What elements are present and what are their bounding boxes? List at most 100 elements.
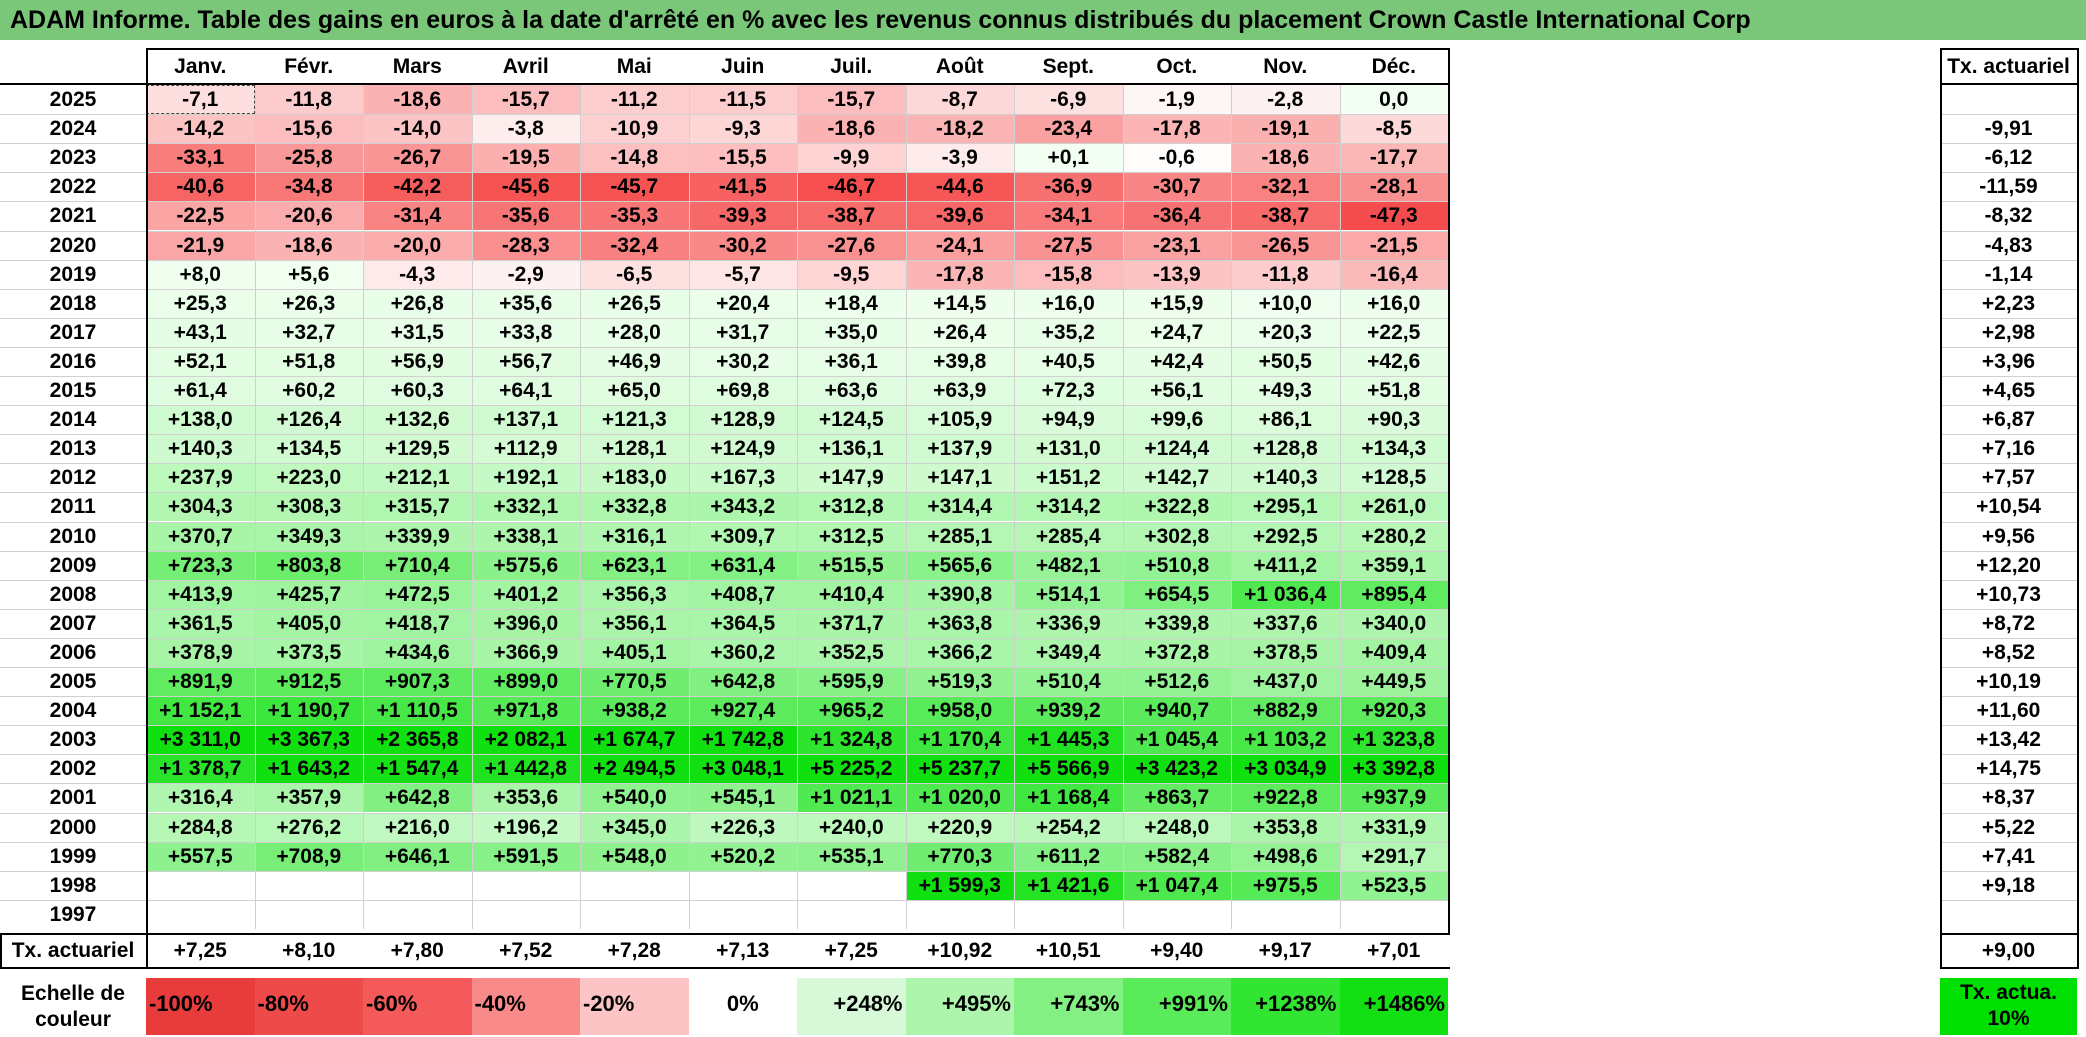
color-scale-swatch: +1486% [1339,978,1448,1035]
border-line [0,83,1448,85]
gain-cell: +94,9 [1014,405,1123,435]
gridline [1014,85,1015,929]
gridline [254,85,256,929]
gain-cell: +405,0 [254,608,363,638]
gridline [1940,696,2077,698]
gain-cell: +408,7 [688,579,797,609]
gain-cell: -11,8 [1231,259,1340,289]
gain-cell: -8,5 [1339,114,1448,144]
gridline [363,85,364,929]
annual-rate-cell: +8,72 [1981,611,2036,635]
gain-cell: +895,4 [1339,579,1448,609]
gain-cell: +975,5 [1231,870,1340,900]
gridline [0,841,1448,843]
gain-cell: -38,7 [1231,201,1340,231]
gain-cell: -34,8 [254,172,363,202]
gain-cell [580,870,689,900]
gain-cell: +2 082,1 [471,725,580,755]
border-line [1940,83,2077,85]
gain-cell: +220,9 [905,812,1014,842]
gain-cell: +63,6 [797,376,906,406]
gain-cell: +39,8 [905,346,1014,376]
gridline [0,405,1448,407]
gridline [905,85,907,929]
gain-cell [363,899,472,929]
gridline [1339,85,1341,929]
gain-cell: +519,3 [905,667,1014,697]
gridline [0,550,1448,552]
gain-cell: -3,9 [905,143,1014,173]
gain-cell: +65,0 [580,376,689,406]
gain-cell: -36,9 [1014,172,1123,202]
gridline [0,492,1448,494]
gain-cell: +90,3 [1339,405,1448,435]
annual-rate-cell: +9,56 [1981,524,2036,548]
gain-cell: -22,5 [146,201,255,231]
gain-cell: +413,9 [146,579,255,609]
gain-cell: +1 047,4 [1122,870,1231,900]
gridline [1940,405,2077,407]
border-line [1448,48,1450,934]
gain-cell: +623,1 [580,550,689,580]
gain-cell: +938,2 [580,696,689,726]
gain-cell: 0,0 [1339,85,1448,115]
gain-cell: +128,1 [580,434,689,464]
gain-cell: +1 421,6 [1014,870,1123,900]
color-scale-swatch: +495% [905,978,1014,1035]
gain-cell: +1 021,1 [797,783,906,813]
gain-cell: +56,7 [471,346,580,376]
year-label: 2010 [49,524,97,548]
gain-cell: +770,5 [580,667,689,697]
gain-cell: +1 442,8 [471,754,580,784]
month-annual-rate: +7,52 [499,939,553,962]
gain-cell: +1 103,2 [1231,725,1340,755]
gridline [1940,317,2077,319]
gain-cell: -17,7 [1339,143,1448,173]
gridline [0,434,1448,436]
gain-cell: +86,1 [1231,405,1340,435]
gain-cell: +1 168,4 [1014,783,1123,813]
gain-cell: +30,2 [688,346,797,376]
gain-cell: +1 378,7 [146,754,255,784]
gain-cell: +1 324,8 [797,725,906,755]
gridline [1122,85,1124,929]
gain-cell: -15,5 [688,143,797,173]
gain-cell: -15,8 [1014,259,1123,289]
gain-cell: +32,7 [254,317,363,347]
gain-cell: +18,4 [797,288,906,318]
gain-cell [363,870,472,900]
gain-cell: -27,6 [797,230,906,260]
gain-cell [1122,899,1231,929]
gain-cell: -14,2 [146,114,255,144]
gridline [0,259,1448,261]
gain-cell: +129,5 [363,434,472,464]
gain-cell: +1 674,7 [580,725,689,755]
gain-cell: -24,1 [905,230,1014,260]
gain-cell: +357,9 [254,783,363,813]
gain-cell: -45,6 [471,172,580,202]
gain-cell: +360,2 [688,637,797,667]
gain-cell: +5,6 [254,259,363,289]
gain-cell: +167,3 [688,463,797,493]
gain-cell: +309,7 [688,521,797,551]
gridline [0,463,1448,465]
gain-cell [1339,899,1448,929]
gridline [1940,346,2077,348]
report-title: ADAM Informe. Table des gains en euros à… [0,0,2086,40]
gain-cell: +595,9 [797,667,906,697]
month-annual-rate: +7,13 [716,939,770,962]
year-label: 2021 [49,204,97,228]
gain-cell: +339,9 [363,521,472,551]
gain-cell: +43,1 [146,317,255,347]
annual-rate-cell: +13,42 [1976,728,2041,752]
gain-cell [797,870,906,900]
gain-cell: +20,4 [688,288,797,318]
gain-cell: -23,4 [1014,114,1123,144]
year-label: 2023 [49,146,97,170]
gridline [471,85,473,929]
color-scale-swatch: -60% [363,978,472,1035]
gain-cell: +3 034,9 [1231,754,1340,784]
gridline [0,114,1448,116]
gain-cell: +46,9 [580,346,689,376]
gain-cell: -32,1 [1231,172,1340,202]
